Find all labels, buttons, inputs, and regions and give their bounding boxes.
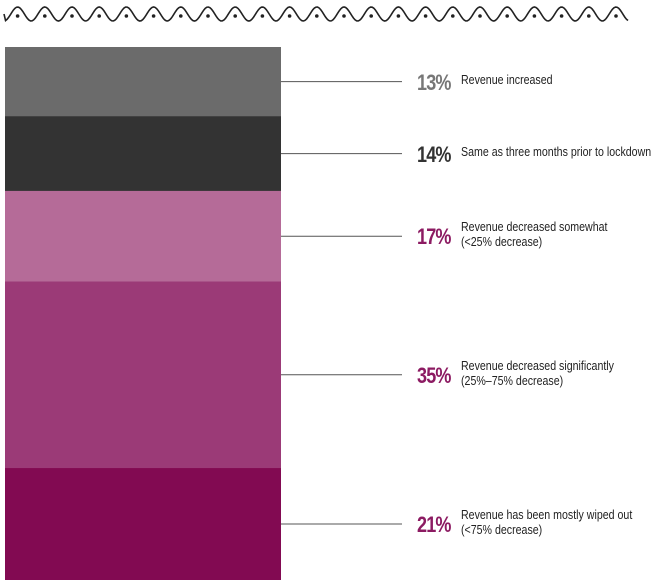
wavy-decoration [3, 6, 629, 22]
wave-dot [315, 14, 319, 18]
wave-dot [151, 14, 156, 18]
wave-dot [206, 14, 210, 18]
category-label-line: Revenue decreased somewhat [461, 220, 608, 235]
segment-label: 14% Same as three months prior to lockdow… [417, 140, 663, 170]
wave-dot [532, 14, 537, 18]
wave-dot [342, 14, 346, 18]
wave-dot [423, 14, 428, 18]
wave-dot [97, 14, 101, 18]
bar-segment-13 [5, 47, 281, 117]
bar-segment-17 [5, 190, 281, 283]
segment-label: 13% Revenue increased [417, 68, 569, 98]
category-label-line: Revenue increased [461, 73, 553, 88]
category-label-line: Revenue decreased significantly [461, 358, 614, 373]
wave-dot [124, 14, 129, 18]
wave-dot [451, 14, 455, 18]
category-label: Same as three months prior to lockdown [461, 145, 651, 160]
wave-dot [70, 14, 74, 18]
wave-dot [559, 14, 564, 18]
bar-segment-21 [5, 468, 281, 580]
percent-label: 21% [417, 512, 451, 538]
bar-segment-14 [5, 116, 281, 192]
wave-dot [587, 14, 591, 18]
segment-label: 17% Revenue decreased somewhat (<25% decre… [417, 220, 633, 252]
wave-dot [614, 14, 618, 18]
segment-label: 35% Revenue decreased significantly (25%–7… [417, 359, 641, 391]
percent-label: 14% [417, 141, 451, 167]
wave-dot [505, 14, 510, 18]
category-label-line: Same as three months prior to lockdown [461, 145, 652, 160]
wave-dot [43, 14, 47, 18]
category-label-line: (<75% decrease) [461, 523, 543, 538]
category-label: Revenue decreased somewhat (<25% decrease… [461, 220, 607, 250]
percent-label: 35% [417, 362, 451, 388]
wave-dot [260, 14, 265, 18]
wave-dot [233, 14, 237, 18]
category-label-line: (25%–75% decrease) [461, 373, 564, 388]
wave-dot [15, 14, 20, 18]
wave-line [3, 6, 629, 22]
wave-dot [179, 14, 183, 18]
category-label-line: (<25% decrease) [461, 235, 543, 250]
segment-label: 21% Revenue has been mostly wiped out (<75… [417, 508, 663, 540]
percent-label: 17% [417, 224, 451, 250]
wave-dot [287, 14, 292, 18]
percent-label: 13% [417, 69, 451, 95]
wave-dot [478, 14, 482, 18]
category-label-line: Revenue has been mostly wiped out [461, 508, 633, 523]
wave-dot [396, 14, 401, 18]
category-label: Revenue decreased significantly (25%–75% … [461, 359, 614, 389]
category-label: Revenue increased [461, 73, 553, 88]
bar-segment-35 [5, 281, 281, 469]
wave-dot [369, 14, 374, 18]
category-label: Revenue has been mostly wiped out (<75% d… [461, 508, 632, 538]
